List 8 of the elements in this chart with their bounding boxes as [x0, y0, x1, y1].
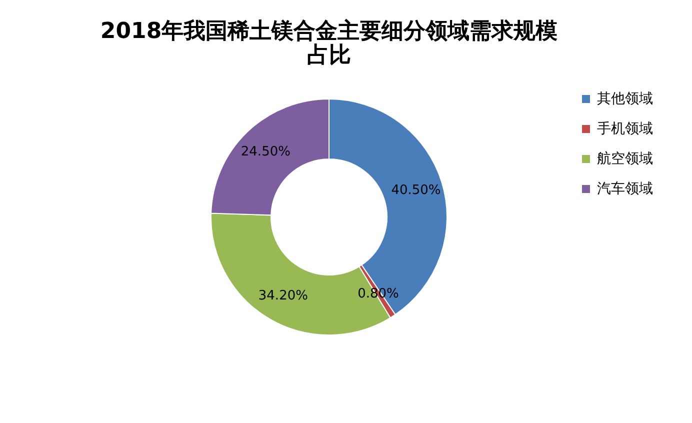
chart-title: 2018年我国稀土镁合金主要细分领域需求规模占比: [100, 18, 558, 68]
legend-label: 汽车领域: [597, 181, 653, 197]
legend-label: 航空领域: [597, 151, 653, 167]
legend-label: 其他领域: [597, 91, 653, 107]
data-label: 34.20%: [258, 288, 308, 304]
data-label: 24.50%: [240, 144, 290, 160]
legend-label: 手机领域: [597, 121, 653, 137]
data-label: 40.50%: [391, 183, 441, 198]
